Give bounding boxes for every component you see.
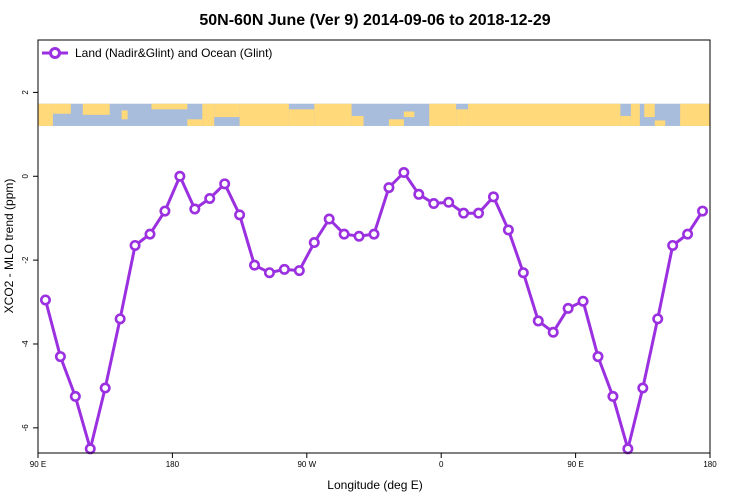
data-point [413,188,425,200]
data-point [547,326,559,338]
data-point [383,182,395,194]
map-land [468,103,621,126]
data-point [353,230,365,242]
data-point [697,205,709,217]
map-strip [38,103,710,126]
data-point [84,443,96,455]
legend-label: Land (Nadir&Glint) and Ocean (Glint) [75,46,272,60]
x-tick-label: 90 E [567,460,583,469]
series-line [44,171,704,451]
data-point [308,237,320,249]
data-point [517,267,529,279]
map-land [288,109,315,126]
axis-ticks: 90 E 180 90 W 0 90 E 180 -6 -4 -2 0 2 [21,90,717,469]
data-point [263,267,275,279]
data-point [69,390,81,402]
data-point [577,295,589,307]
data-point [487,191,499,203]
data-point [39,294,51,306]
map-land [680,103,710,126]
data-point [234,209,246,221]
map-land [52,103,71,114]
chart-title: 50N-60N June (Ver 9) 2014-09-06 to 2018-… [199,12,550,29]
map-land [202,103,215,126]
y-tick-label: 0 [21,173,30,178]
map-land [82,103,110,115]
data-point [114,313,126,325]
data-point [428,198,440,210]
data-point [189,203,201,215]
data-point [473,207,485,219]
map-land [187,119,203,126]
data-point [532,315,544,327]
data-point [293,265,305,277]
legend: Land (Nadir&Glint) and Ocean (Glint) [42,46,272,60]
x-tick-label: 180 [703,460,717,469]
x-tick-label: 0 [439,460,444,469]
map-land [388,119,404,126]
legend-marker [49,47,61,59]
map-land [151,103,188,110]
map-land [239,103,289,126]
x-axis-label: Longitude (deg E) [327,478,422,492]
series-layer [39,166,709,455]
map-land [403,111,415,118]
data-point [592,351,604,363]
data-point [682,228,694,240]
data-point [368,228,380,240]
map-land [38,103,53,126]
map-land [214,103,240,118]
data-point [204,192,216,204]
data-point [622,443,634,455]
map-land [654,120,666,126]
x-tick-label: 90 W [297,460,316,469]
data-point [443,196,455,208]
data-point [129,239,141,251]
data-point [54,351,66,363]
map-land [429,103,457,126]
data-point [219,178,231,190]
map-land [121,110,128,120]
data-point [637,382,649,394]
data-point [174,170,186,182]
data-point [338,228,350,240]
map-land [456,109,469,126]
map-land [314,103,352,126]
map-land [630,103,640,126]
data-point [502,224,514,236]
y-tick-label: -6 [21,424,30,432]
data-point [458,207,470,219]
data-point [323,213,335,225]
data-point [144,228,156,240]
y-axis-label: XCO2 - MLO trend (ppm) [2,179,16,314]
y-tick-label: 2 [21,90,30,95]
map-land [351,115,364,126]
data-point [159,205,171,217]
map-land [644,103,655,118]
x-tick-label: 90 E [30,460,46,469]
map-land [620,115,631,126]
y-tick-label: -2 [21,256,30,264]
data-point [278,263,290,275]
plot-frame [37,39,711,454]
data-point [249,259,261,271]
data-point [667,239,679,251]
data-point [99,382,111,394]
data-point [398,166,410,178]
data-point [562,302,574,314]
data-point [607,390,619,402]
x-tick-label: 180 [166,460,180,469]
y-tick-label: -4 [21,340,30,348]
data-point [652,313,664,325]
